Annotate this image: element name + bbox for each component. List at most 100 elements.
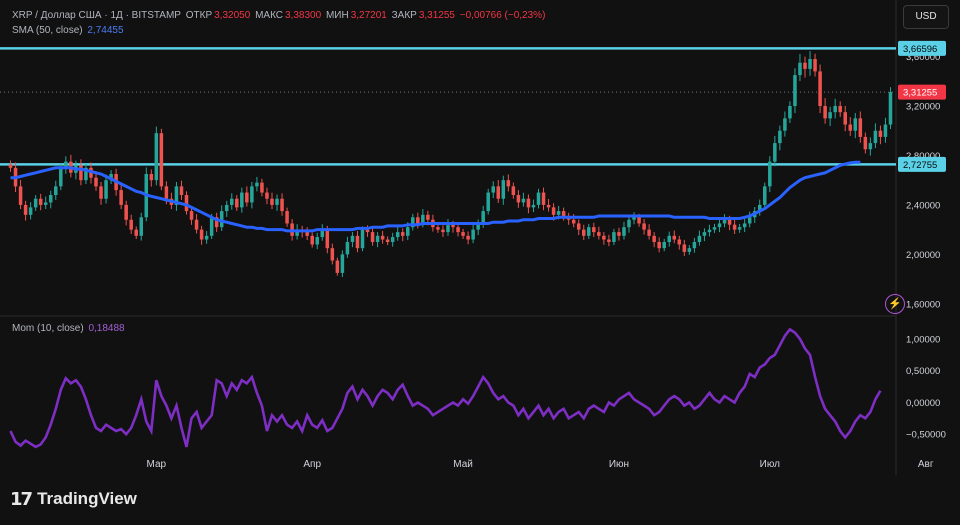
- candle: [576, 223, 581, 230]
- candle: [260, 182, 264, 193]
- candle: [8, 164, 13, 168]
- candle: [672, 235, 677, 240]
- candle: [59, 167, 63, 187]
- low-label: МИН: [325, 10, 349, 21]
- time-tick-label: Июн: [609, 459, 629, 470]
- candle: [255, 182, 259, 187]
- candle: [597, 232, 601, 236]
- candle: [245, 192, 249, 203]
- candle: [124, 204, 128, 220]
- candle: [310, 235, 314, 245]
- candle: [571, 219, 576, 224]
- candle: [461, 232, 465, 236]
- candle: [556, 211, 561, 215]
- lightning-icon[interactable]: ⚡: [885, 294, 905, 314]
- candle: [506, 180, 511, 187]
- candle: [622, 227, 626, 236]
- candle: [54, 186, 58, 196]
- candle: [888, 92, 893, 125]
- candle: [843, 112, 847, 125]
- candle: [687, 248, 692, 252]
- candle: [109, 174, 113, 181]
- candle: [270, 198, 274, 205]
- candle: [712, 227, 717, 230]
- candle: [818, 71, 822, 106]
- candle: [717, 223, 722, 228]
- time-tick-label: Апр: [303, 459, 321, 470]
- candle: [235, 198, 239, 208]
- candle: [551, 207, 556, 215]
- candle: [119, 190, 123, 205]
- candle: [385, 239, 390, 242]
- candle: [853, 118, 858, 131]
- candle: [365, 229, 370, 233]
- candle: [405, 227, 410, 236]
- sma-legend[interactable]: SMA (50, close) 2,74455: [12, 25, 126, 36]
- candle: [390, 237, 395, 242]
- candle: [411, 217, 415, 228]
- candle: [204, 235, 209, 240]
- candle: [164, 186, 169, 199]
- candle: [129, 219, 133, 230]
- momentum-tick-label: 1,00000: [906, 334, 940, 345]
- candle: [652, 235, 656, 242]
- momentum-legend[interactable]: Mom (10, close) 0,18488: [12, 323, 127, 334]
- candle: [84, 167, 88, 181]
- time-tick-label: Авг: [918, 459, 934, 470]
- candle: [43, 202, 48, 205]
- tradingview-logo-icon: 17: [10, 488, 33, 510]
- candle: [858, 118, 863, 137]
- momentum-legend-value: 0,18488: [88, 323, 125, 334]
- candle: [280, 198, 284, 212]
- candle: [350, 235, 355, 242]
- currency-button[interactable]: USD: [903, 5, 949, 29]
- candle: [476, 223, 480, 230]
- candle: [757, 204, 762, 212]
- last-price-badge: 3,31255: [903, 88, 937, 99]
- candle: [441, 229, 445, 233]
- candle: [813, 59, 817, 72]
- level-badge-1-bg: [898, 156, 946, 172]
- candle: [340, 254, 345, 273]
- candle: [863, 136, 868, 150]
- candle: [330, 248, 335, 261]
- candle: [375, 235, 380, 242]
- candle: [416, 217, 420, 224]
- candle: [848, 124, 853, 131]
- candle: [662, 242, 666, 249]
- candle: [541, 192, 546, 205]
- candle: [833, 106, 837, 113]
- candle: [94, 177, 98, 187]
- candle: [526, 198, 531, 208]
- candle: [194, 219, 199, 230]
- low-value: 3,27201: [350, 10, 387, 21]
- candle: [38, 198, 43, 205]
- candle: [692, 242, 697, 249]
- tradingview-logo[interactable]: 17 TradingView: [10, 488, 137, 510]
- candle: [159, 133, 164, 187]
- candle: [285, 211, 289, 224]
- candle: [581, 229, 586, 236]
- candle: [602, 235, 606, 240]
- candle: [732, 224, 737, 230]
- candle: [421, 214, 425, 224]
- candle: [189, 211, 194, 220]
- candle: [803, 62, 807, 69]
- candle: [18, 186, 23, 205]
- candle: [873, 130, 878, 144]
- candle: [511, 186, 516, 196]
- tradingview-wordmark: TradingView: [37, 489, 137, 508]
- high-value: 3,38300: [285, 10, 322, 21]
- candle: [451, 224, 455, 228]
- candle: [134, 229, 138, 236]
- candle: [707, 229, 712, 233]
- candle: [219, 211, 224, 228]
- candle: [335, 260, 340, 273]
- momentum-line: [9, 327, 882, 449]
- candle: [486, 192, 490, 212]
- momentum-tick-label: 0,00000: [906, 398, 940, 409]
- candle: [868, 143, 873, 150]
- candle: [647, 229, 651, 236]
